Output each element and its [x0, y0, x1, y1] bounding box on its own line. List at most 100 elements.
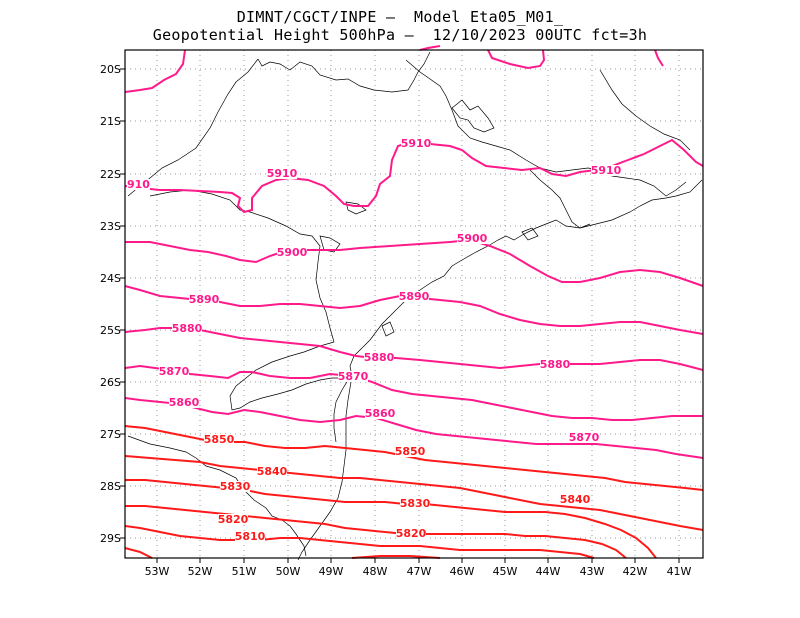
contour-5860	[124, 397, 704, 459]
map-frame	[124, 49, 704, 559]
contour-5840	[124, 455, 704, 531]
contour-label-5900: 5900	[457, 232, 488, 245]
contour-label-bg	[204, 434, 234, 445]
lon-tick-label: 44W	[536, 565, 561, 578]
coastline	[333, 379, 349, 443]
contour-label-bg	[457, 233, 487, 244]
contour-label-bg	[569, 432, 599, 443]
contour-label-5870: 5870	[159, 365, 190, 378]
border-line	[149, 189, 335, 343]
chart-title-line1: DIMNT/CGCT/INPE – Model Eta05_M01_	[236, 8, 564, 26]
border-line	[127, 435, 307, 557]
lon-tick-label: 53W	[145, 565, 170, 578]
lat-tick-label: 20S	[100, 63, 121, 76]
contour-5910	[487, 49, 546, 70]
contour-label-5830: 5830	[400, 497, 431, 510]
contour-label-bg	[159, 366, 189, 377]
lon-tick-label: 43W	[580, 565, 605, 578]
contour-label-5870: 5870	[569, 431, 600, 444]
contour-5810	[124, 547, 153, 559]
border-line	[529, 169, 591, 229]
chart-title-line2: Geopotential Height 500hPa – 12/10/2023 …	[152, 26, 648, 44]
contour-5810	[124, 525, 595, 559]
contour-label-5830: 5830	[220, 480, 251, 493]
contour-label-5910: 5910	[267, 167, 298, 180]
contour-label-bg	[399, 291, 429, 302]
lon-tick-label: 52W	[188, 565, 213, 578]
contour-5880	[124, 327, 704, 371]
contour-label-5820: 5820	[218, 513, 249, 526]
contour-labels: 910 5910 5910 5910 5900 5900 5890 5890 5880 5880 5…	[127, 137, 622, 543]
contour-label-bg	[277, 247, 307, 258]
contour-label-bg	[267, 168, 297, 179]
contour-label-5910: 5910	[591, 164, 622, 177]
contour-label-bg	[364, 352, 394, 363]
reservoir	[451, 99, 495, 133]
lat-tick-label: 23S	[100, 220, 121, 233]
contour-label-bg	[396, 528, 426, 539]
lat-tick-label: 27S	[100, 428, 121, 441]
contour-label-5850: 5850	[395, 445, 426, 458]
coastline	[297, 179, 703, 561]
contour-label-5860: 5860	[365, 407, 396, 420]
border-line	[127, 58, 259, 197]
lat-tick-label: 26S	[100, 376, 121, 389]
lat-tick-label: 28S	[100, 480, 121, 493]
contour-5810	[351, 555, 441, 559]
lon-tick-label: 49W	[319, 565, 344, 578]
contour-label-bg	[540, 359, 570, 370]
contour-label-5850: 5850	[204, 433, 235, 446]
contour-label-5890: 5890	[189, 293, 220, 306]
lat-tick-label: 25S	[100, 324, 121, 337]
contour-label-5870: 5870	[338, 370, 369, 383]
contour-label-5910: 5910	[401, 137, 432, 150]
contour-5900	[125, 238, 704, 287]
lon-tick-label: 42W	[623, 565, 648, 578]
contour-label-5910: 910	[127, 178, 150, 191]
lon-tick-label: 45W	[493, 565, 518, 578]
lat-tick-label: 29S	[100, 532, 121, 545]
contour-label-5810: 5810	[235, 530, 266, 543]
contour-label-bg	[235, 531, 265, 542]
border-line	[405, 59, 687, 197]
contour-label-bg	[127, 179, 150, 190]
island	[381, 321, 395, 337]
border-line	[257, 51, 431, 93]
lon-tick-label: 51W	[232, 565, 257, 578]
lat-tick-label: 21S	[100, 115, 121, 128]
reservoir	[345, 201, 367, 215]
lat-tick-label: 22S	[100, 168, 121, 181]
lon-tick-label: 41W	[667, 565, 692, 578]
contour-label-5900: 5900	[277, 246, 308, 259]
lat-tick-label: 24S	[100, 272, 121, 285]
contour-5910	[124, 49, 186, 93]
border-line	[229, 341, 365, 411]
contour-5870	[124, 364, 703, 421]
contour-5910	[419, 45, 441, 51]
axis-tick-labels: 53W 52W 51W 50W 49W 48W 47W 46W 45W 44W 43W 42W 41W 2…	[100, 63, 692, 578]
contour-label-bg	[257, 466, 287, 477]
contour-label-bg	[401, 138, 431, 149]
contour-label-bg	[365, 408, 395, 419]
contour-label-5840: 5840	[257, 465, 288, 478]
contour-label-bg	[400, 498, 430, 509]
contour-label-bg	[189, 294, 219, 305]
lon-tick-label: 50W	[276, 565, 301, 578]
contour-label-5880: 5880	[364, 351, 395, 364]
contour-label-bg	[169, 397, 199, 408]
coastlines-borders	[127, 51, 703, 561]
island	[521, 227, 539, 241]
contour-label-bg	[218, 514, 248, 525]
contour-5820	[125, 505, 627, 559]
reservoir	[319, 235, 341, 253]
border-line	[599, 69, 691, 151]
contour-label-5860: 5860	[169, 396, 200, 409]
contour-label-5820: 5820	[396, 527, 427, 540]
lon-tick-label: 48W	[363, 565, 388, 578]
contour-label-bg	[220, 481, 250, 492]
contour-label-bg	[395, 446, 425, 457]
contour-label-bg	[338, 371, 368, 382]
contour-label-5890: 5890	[399, 290, 430, 303]
contour-label-bg	[172, 323, 202, 334]
